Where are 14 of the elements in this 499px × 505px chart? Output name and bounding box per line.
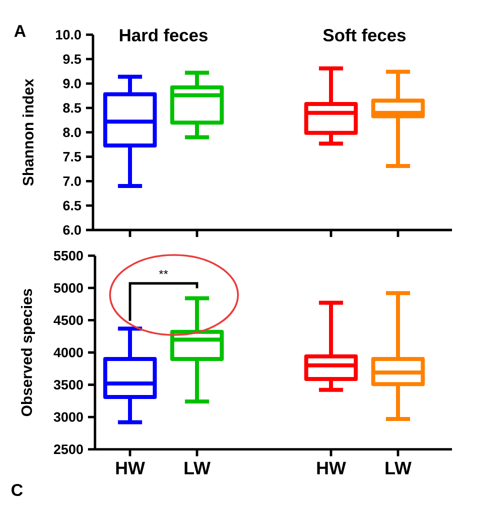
y-tick-label: 3500 — [54, 380, 83, 390]
x-tick-label: LW — [386, 462, 412, 474]
annotation: ** — [159, 270, 168, 274]
text: C — [12, 484, 23, 496]
y-tick-label: 5500 — [54, 250, 83, 260]
y-tick-label: 3000 — [54, 412, 83, 422]
y-tick-label: 5000 — [54, 283, 83, 293]
y-axis-title: Observed species — [21, 288, 35, 416]
x-tick-label: HW — [116, 462, 145, 474]
x-tick-label: LW — [184, 462, 210, 474]
y-tick-label: 4000 — [54, 348, 83, 358]
y-tick-label: 2500 — [54, 444, 83, 454]
x-tick-label: HW — [317, 462, 346, 474]
y-tick-label: 4500 — [54, 315, 83, 326]
